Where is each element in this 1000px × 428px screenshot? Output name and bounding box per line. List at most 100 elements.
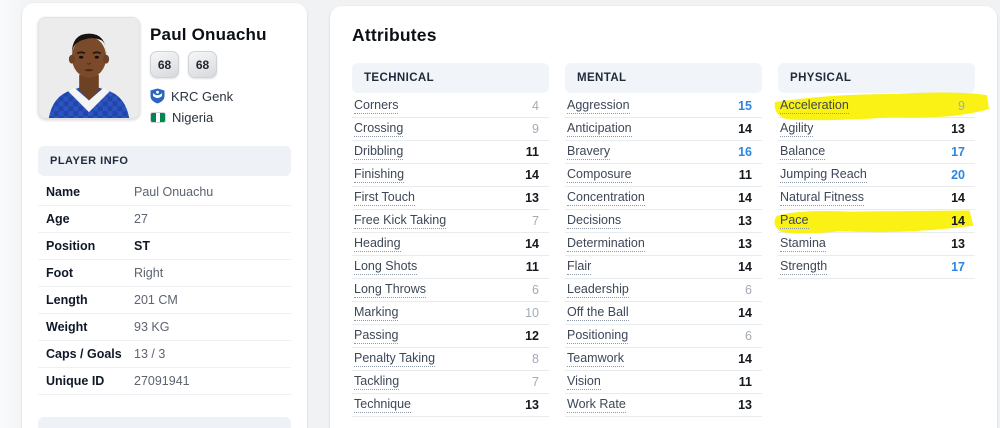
- attribute-label[interactable]: Pace: [780, 213, 809, 229]
- attribute-row: Dribbling 11: [352, 141, 549, 164]
- attribute-row: Anticipation 14: [565, 118, 762, 141]
- attribute-label[interactable]: Teamwork: [567, 351, 624, 367]
- attribute-label[interactable]: Acceleration: [780, 98, 849, 114]
- attribute-label[interactable]: Leadership: [567, 282, 629, 298]
- attribute-label[interactable]: Natural Fitness: [780, 190, 865, 206]
- mental-column-header: MENTAL: [565, 63, 762, 93]
- info-value: Paul Onuachu: [134, 185, 214, 199]
- attribute-value: 4: [532, 99, 539, 113]
- attribute-row: Crossing 9: [352, 118, 549, 141]
- attribute-row: Bravery 16: [565, 141, 762, 164]
- attribute-label[interactable]: Crossing: [354, 121, 404, 137]
- attribute-label[interactable]: Free Kick Taking: [354, 213, 447, 229]
- attribute-value: 6: [745, 329, 752, 343]
- attribute-label[interactable]: Decisions: [567, 213, 622, 229]
- info-label: Foot: [46, 266, 74, 280]
- rating-badges: 68 68: [150, 51, 217, 78]
- attribute-value: 7: [532, 375, 539, 389]
- technical-column-header: TECHNICAL: [352, 63, 549, 93]
- attribute-value: 16: [738, 145, 752, 159]
- info-value: Right: [134, 266, 164, 280]
- rating-badge-current: 68: [150, 51, 179, 78]
- player-info-header: PLAYER INFO: [38, 146, 291, 176]
- attribute-label[interactable]: Bravery: [567, 144, 611, 160]
- attribute-label[interactable]: Determination: [567, 236, 645, 252]
- attribute-value: 14: [738, 352, 752, 366]
- attributes-column-physical: PHYSICAL Acceleration 9 Agility 13 Balance 17…: [774, 63, 989, 417]
- attribute-label[interactable]: Strength: [780, 259, 828, 275]
- attribute-row: Work Rate 13: [565, 394, 762, 417]
- attributes-column-technical: TECHNICAL Corners 4 Crossing 9 Dribbling 11 Fi…: [352, 63, 549, 417]
- attribute-value: 6: [532, 283, 539, 297]
- club-row[interactable]: KRC Genk: [150, 88, 233, 104]
- player-info-row: Foot Right: [38, 260, 291, 287]
- player-info-row: Unique ID 27091941: [38, 368, 291, 395]
- attribute-label[interactable]: Aggression: [567, 98, 630, 114]
- attribute-row: Vision 11: [565, 371, 762, 394]
- attribute-value: 13: [525, 398, 539, 412]
- attribute-row: Positioning 6: [565, 325, 762, 348]
- attribute-label[interactable]: Jumping Reach: [780, 167, 867, 183]
- attribute-label[interactable]: Positioning: [567, 328, 629, 344]
- attribute-label[interactable]: Marking: [354, 305, 399, 321]
- attribute-value: 13: [951, 122, 965, 136]
- attribute-row: Composure 11: [565, 164, 762, 187]
- attribute-row: Pace 14: [774, 210, 975, 234]
- attribute-value: 14: [738, 122, 752, 136]
- physical-rows: Acceleration 9 Agility 13 Balance 17 Jumping R…: [774, 92, 989, 279]
- attribute-row: Teamwork 14: [565, 348, 762, 371]
- attribute-value: 14: [525, 168, 539, 182]
- attribute-row: Agility 13: [778, 118, 975, 141]
- info-label: Length: [46, 293, 88, 307]
- attribute-row: Marking 10: [352, 302, 549, 325]
- attribute-value: 8: [532, 352, 539, 366]
- attribute-label[interactable]: Stamina: [780, 236, 826, 252]
- attribute-label[interactable]: First Touch: [354, 190, 415, 206]
- club-crest-icon: [150, 88, 165, 104]
- attribute-label[interactable]: Concentration: [567, 190, 645, 206]
- next-section-header: [38, 417, 291, 428]
- attribute-label[interactable]: Work Rate: [567, 397, 626, 413]
- attribute-label[interactable]: Composure: [567, 167, 632, 183]
- attribute-label[interactable]: Technique: [354, 397, 411, 413]
- attribute-label[interactable]: Balance: [780, 144, 826, 160]
- info-value: ST: [134, 239, 150, 253]
- attribute-row: Concentration 14: [565, 187, 762, 210]
- attribute-value: 7: [532, 214, 539, 228]
- attribute-row: Decisions 13: [565, 210, 762, 233]
- attribute-label[interactable]: Dribbling: [354, 144, 404, 160]
- attribute-row: Strength 17: [778, 256, 975, 279]
- attribute-label[interactable]: Corners: [354, 98, 399, 114]
- attribute-label[interactable]: Long Throws: [354, 282, 427, 298]
- attribute-label[interactable]: Heading: [354, 236, 401, 252]
- player-info-row: Age 27: [38, 206, 291, 233]
- attribute-value: 9: [532, 122, 539, 136]
- attribute-value: 14: [738, 306, 752, 320]
- attribute-label[interactable]: Flair: [567, 259, 592, 275]
- attribute-row: First Touch 13: [352, 187, 549, 210]
- attribute-label[interactable]: Penalty Taking: [354, 351, 436, 367]
- info-label: Weight: [46, 320, 88, 334]
- attributes-title: Attributes: [352, 25, 437, 45]
- attribute-value: 14: [738, 260, 752, 274]
- player-info-rows: Name Paul Onuachu Age 27 Position ST Foot Right…: [38, 179, 291, 395]
- attribute-row: Off the Ball 14: [565, 302, 762, 325]
- attribute-label[interactable]: Tackling: [354, 374, 400, 390]
- attribute-label[interactable]: Finishing: [354, 167, 405, 183]
- attribute-label[interactable]: Anticipation: [567, 121, 632, 137]
- attribute-value: 13: [738, 214, 752, 228]
- attribute-label[interactable]: Off the Ball: [567, 305, 629, 321]
- attribute-value: 11: [525, 145, 539, 159]
- attribute-value: 13: [951, 237, 965, 251]
- attribute-label[interactable]: Agility: [780, 121, 814, 137]
- attribute-label[interactable]: Long Shots: [354, 259, 418, 275]
- club-name[interactable]: KRC Genk: [171, 88, 234, 104]
- nation-row: Nigeria: [150, 110, 213, 125]
- attribute-label[interactable]: Vision: [567, 374, 601, 390]
- attribute-label[interactable]: Passing: [354, 328, 399, 344]
- attribute-value: 11: [738, 168, 752, 182]
- attribute-value: 11: [525, 260, 539, 274]
- attributes-columns: TECHNICAL Corners 4 Crossing 9 Dribbling 11 Fi…: [352, 63, 989, 417]
- info-value: 13 / 3: [134, 347, 166, 361]
- attribute-row: Tackling 7: [352, 371, 549, 394]
